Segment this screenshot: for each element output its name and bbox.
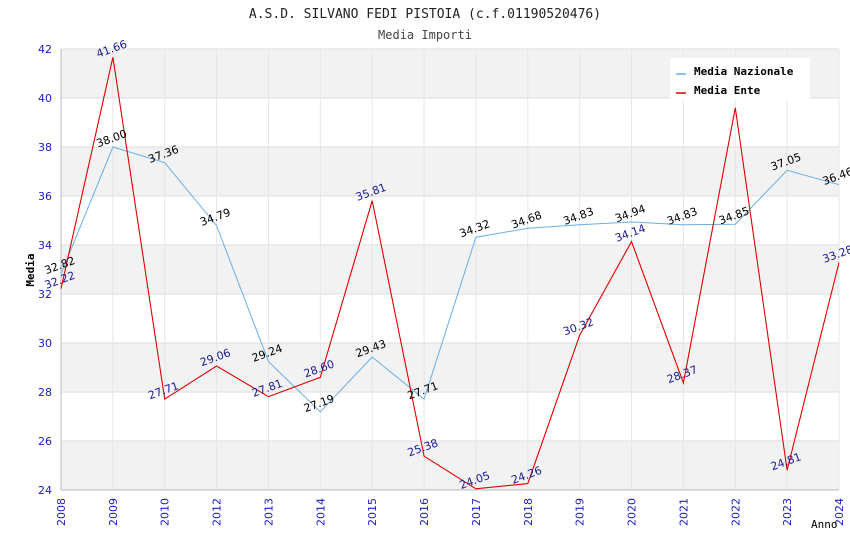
grid-bands xyxy=(61,49,839,490)
x-tick-label: 2008 xyxy=(55,498,68,526)
x-axis-label: Anno xyxy=(811,518,838,531)
legend: Media Nazionale Media Ente xyxy=(670,58,810,100)
data-label: 34.14 xyxy=(613,222,647,245)
chart-subtitle: Media Importi xyxy=(378,28,472,42)
series-line-media-ente xyxy=(60,57,840,490)
x-tick-label: 2019 xyxy=(574,498,587,526)
y-tick-label: 28 xyxy=(38,386,52,399)
series-line-media-nazionale xyxy=(60,146,840,413)
x-tick-label: 2013 xyxy=(262,498,275,526)
grid-band xyxy=(61,147,839,196)
grid-band xyxy=(61,441,839,490)
x-tick-label: 2020 xyxy=(626,498,639,526)
x-tick-label: 2024 xyxy=(833,498,846,526)
x-tick-labels: 2008 2009 2010 2012 2013 2014 2015 2016 2017 2018… xyxy=(55,498,846,526)
x-tick-label: 2023 xyxy=(781,498,794,526)
y-tick-label: 34 xyxy=(38,239,52,252)
data-label: 34.32 xyxy=(458,217,492,240)
y-tick-label: 42 xyxy=(38,43,52,56)
y-tick-label: 40 xyxy=(38,92,52,105)
x-tick-label: 2017 xyxy=(470,498,483,526)
grid-band xyxy=(61,245,839,294)
axes xyxy=(60,49,839,491)
y-tick-label: 30 xyxy=(38,337,52,350)
legend-label-media-ente: Media Ente xyxy=(694,84,761,97)
data-label: 30.32 xyxy=(561,315,595,338)
y-axis-label: Media xyxy=(24,253,37,286)
x-tick-label: 2015 xyxy=(366,498,379,526)
x-tick-label: 2016 xyxy=(418,498,431,526)
x-tick-label: 2012 xyxy=(211,498,224,526)
x-tick-label: 2009 xyxy=(107,498,120,526)
x-tick-label: 2018 xyxy=(522,498,535,526)
x-tick-label: 2021 xyxy=(677,498,690,526)
chart-title: A.S.D. SILVANO FEDI PISTOIA (c.f.0119052… xyxy=(249,7,601,22)
grid-band xyxy=(61,343,839,392)
x-tick-label: 2010 xyxy=(159,498,172,526)
y-tick-label: 32 xyxy=(38,288,52,301)
y-tick-label: 26 xyxy=(38,435,52,448)
x-tick-label: 2022 xyxy=(729,498,742,526)
gridlines xyxy=(60,48,840,491)
legend-box xyxy=(670,58,810,100)
y-tick-labels: 24 26 28 30 32 34 36 38 40 42 xyxy=(38,43,52,497)
data-label: 27.19 xyxy=(302,392,336,415)
y-tick-label: 38 xyxy=(38,141,52,154)
series-group xyxy=(60,57,840,490)
y-tick-label: 36 xyxy=(38,190,52,203)
y-tick-label: 24 xyxy=(38,484,52,497)
legend-label-media-nazionale: Media Nazionale xyxy=(694,65,794,78)
x-tick-label: 2014 xyxy=(314,498,327,526)
